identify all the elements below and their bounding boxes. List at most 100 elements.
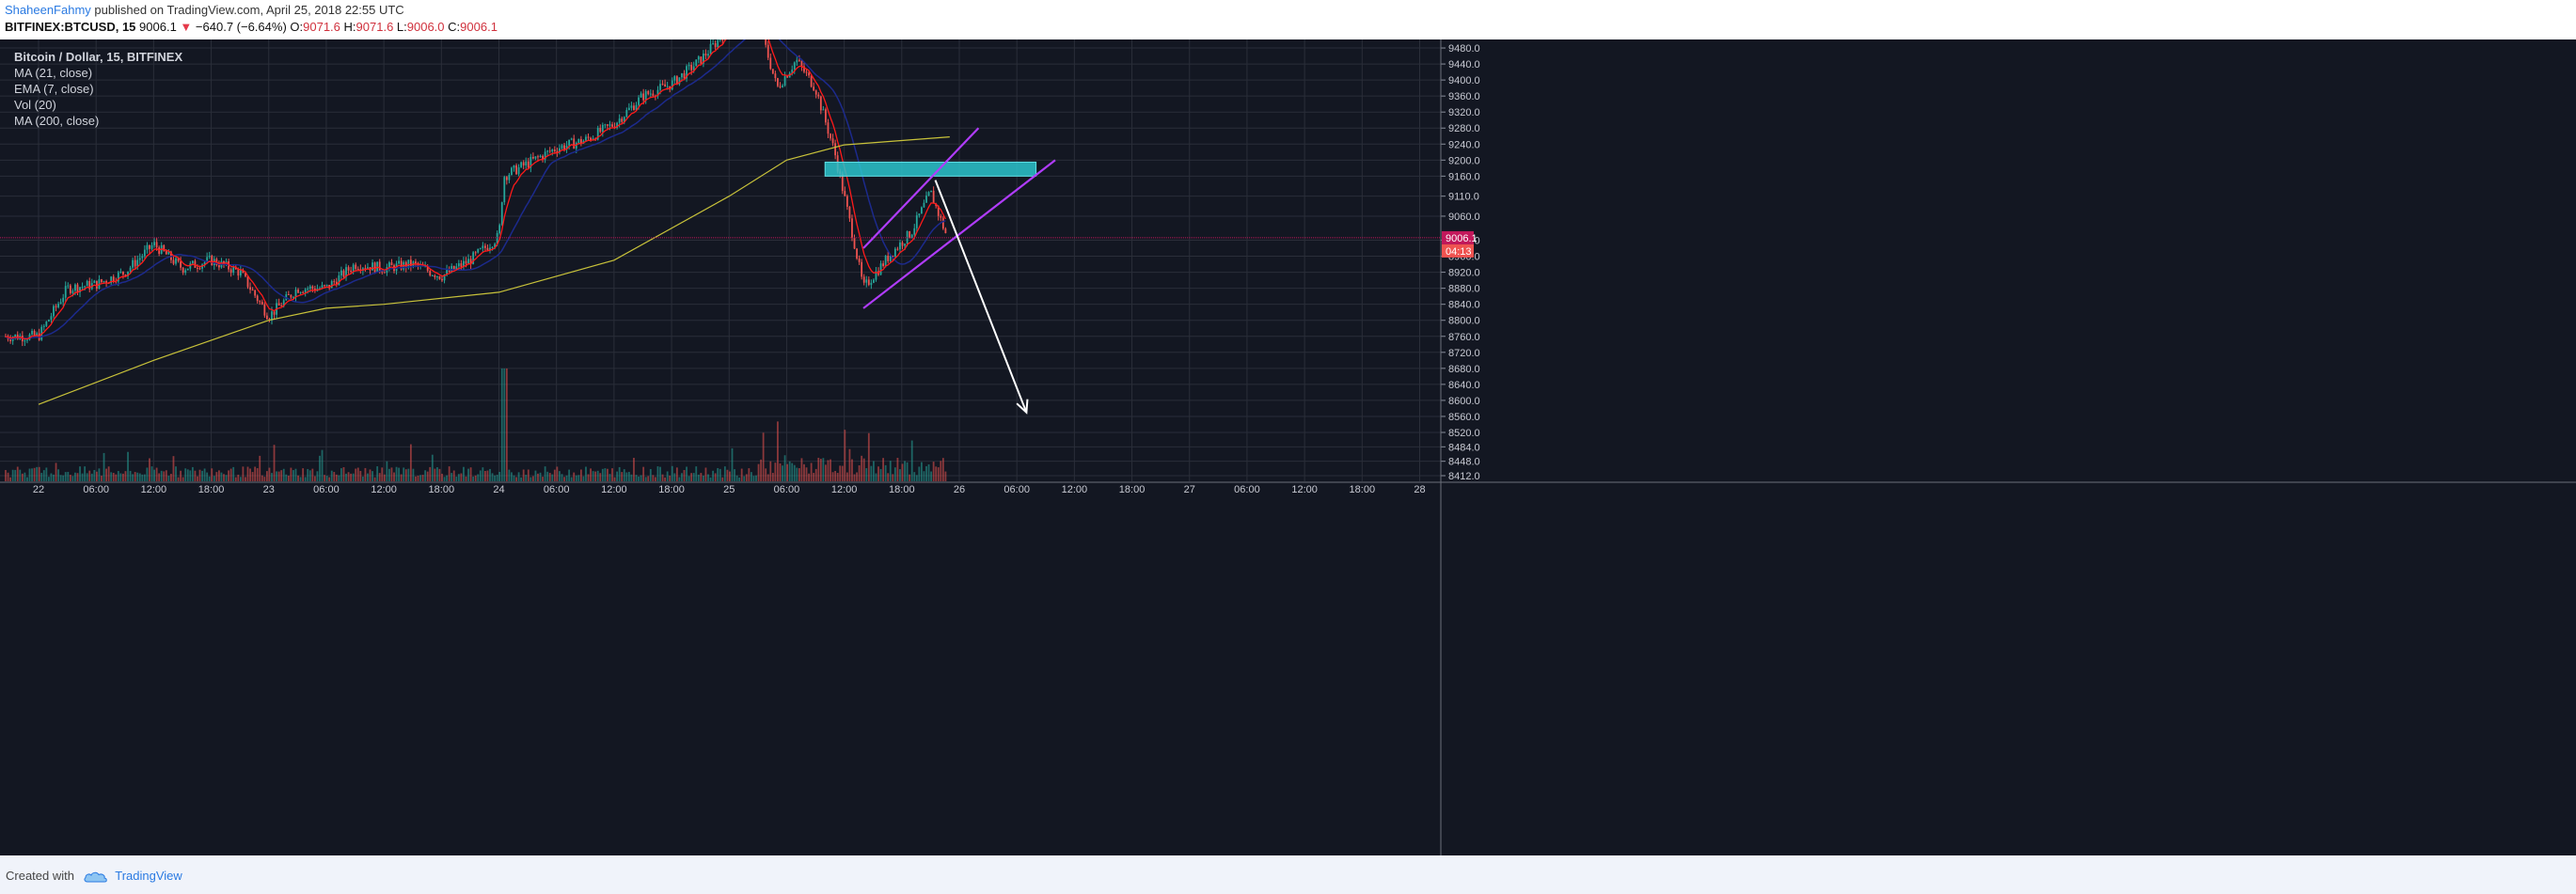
candle-body xyxy=(381,270,384,273)
volume-bar xyxy=(321,449,324,481)
candle-body xyxy=(304,289,307,293)
candle-body xyxy=(831,138,834,144)
candle-body xyxy=(607,124,608,126)
volume-bar xyxy=(575,475,577,481)
candle-body xyxy=(93,280,96,284)
volume-bar xyxy=(150,466,153,481)
price-axis-background xyxy=(1442,39,2576,855)
volume-bar xyxy=(865,468,868,481)
volume-bar xyxy=(400,474,403,481)
volume-bar xyxy=(827,460,830,481)
volume-bar xyxy=(189,470,192,481)
candle-body xyxy=(143,249,146,257)
publish-info: ShaheenFahmy published on TradingView.co… xyxy=(5,3,404,17)
countdown-tag-label: 04:13 xyxy=(1446,246,1472,258)
axes: 9520.09480.09440.09400.09360.09320.09280… xyxy=(0,39,2576,855)
volume-bar xyxy=(220,472,223,481)
candle-body xyxy=(232,266,235,274)
volume-bar xyxy=(443,477,446,481)
volume-bar xyxy=(172,456,175,481)
drawings[interactable] xyxy=(0,127,1441,415)
candle-body xyxy=(246,275,249,288)
volume-bar xyxy=(599,473,602,481)
candle-body xyxy=(119,271,122,273)
candle-body xyxy=(779,86,782,87)
candle-body xyxy=(786,76,789,78)
volume-bar xyxy=(783,455,786,481)
ma21-line xyxy=(5,39,946,340)
candle-body xyxy=(124,274,127,276)
candle-body xyxy=(537,156,539,158)
volume-bar xyxy=(57,469,59,481)
candle-body xyxy=(112,276,115,282)
volume-bar xyxy=(771,473,774,481)
volume-bar xyxy=(548,473,551,481)
volume-bar xyxy=(249,468,251,481)
candle-body xyxy=(494,243,496,247)
volume-bar xyxy=(441,473,443,481)
candle-body xyxy=(702,53,704,64)
volume-bar xyxy=(177,477,180,481)
volume-bar xyxy=(697,474,700,481)
candle-body xyxy=(424,266,427,268)
candle-body xyxy=(539,155,542,158)
candle-body xyxy=(277,303,280,306)
legend-ema7[interactable]: EMA (7, close) xyxy=(14,82,94,96)
volume-bar xyxy=(709,477,712,481)
price-axis-label: 9480.0 xyxy=(1448,43,1480,55)
volume-bar xyxy=(69,475,71,481)
candle-body xyxy=(302,291,305,293)
legend-volume[interactable]: Vol (20) xyxy=(14,98,56,112)
candle-body xyxy=(292,297,294,299)
legend-ma21[interactable]: MA (21, close) xyxy=(14,66,93,80)
volume-bar xyxy=(704,467,707,481)
volume-bar xyxy=(542,477,544,481)
volume-bar xyxy=(64,472,67,481)
candle-body xyxy=(398,260,401,264)
candle-body xyxy=(570,138,573,140)
volume-bar xyxy=(457,474,460,481)
candle-body xyxy=(415,261,417,264)
candle-body xyxy=(110,276,113,284)
candle-body xyxy=(194,260,197,268)
candle-body xyxy=(553,149,556,152)
volume-bar xyxy=(862,458,865,481)
volume-bar xyxy=(779,463,782,481)
candle-body xyxy=(862,276,865,283)
candle-body xyxy=(561,145,563,149)
time-axis-label: 25 xyxy=(723,484,735,495)
chart-pane[interactable]: 9520.09480.09440.09400.09360.09320.09280… xyxy=(0,39,2576,855)
price-chart[interactable]: 9520.09480.09440.09400.09360.09320.09280… xyxy=(0,39,2576,855)
volume-bar xyxy=(355,468,357,481)
tradingview-brand[interactable]: TradingView xyxy=(115,869,182,883)
candle-body xyxy=(515,165,517,175)
volume-bar xyxy=(165,470,167,481)
legend-ma200[interactable]: MA (200, close) xyxy=(14,114,100,128)
volume-bar xyxy=(570,477,573,481)
volume-bar xyxy=(81,473,84,481)
author-link[interactable]: ShaheenFahmy xyxy=(5,3,91,17)
volume-bar xyxy=(489,468,491,481)
candle-body xyxy=(848,206,851,219)
candle-body xyxy=(673,76,676,81)
volume-bar xyxy=(814,468,817,481)
volume-bar xyxy=(546,471,549,481)
price-axis-label: 9400.0 xyxy=(1448,75,1480,86)
volume-bar xyxy=(623,469,625,481)
candle-body xyxy=(921,207,923,214)
volume-bar xyxy=(143,474,146,481)
volume-bar xyxy=(604,468,607,481)
last-price: 9006.1 xyxy=(139,20,177,34)
candle-body xyxy=(203,261,206,265)
volume-bar xyxy=(893,467,896,481)
volume-bar xyxy=(731,447,734,481)
candle-body xyxy=(229,269,232,274)
candle-body xyxy=(500,202,503,226)
candle-body xyxy=(803,66,805,72)
candle-body xyxy=(611,124,613,127)
volume-bar xyxy=(378,473,381,481)
candle-body xyxy=(448,269,450,273)
candle-body xyxy=(604,124,607,126)
time-axis-label: 26 xyxy=(954,484,965,495)
candle-body xyxy=(909,231,911,238)
